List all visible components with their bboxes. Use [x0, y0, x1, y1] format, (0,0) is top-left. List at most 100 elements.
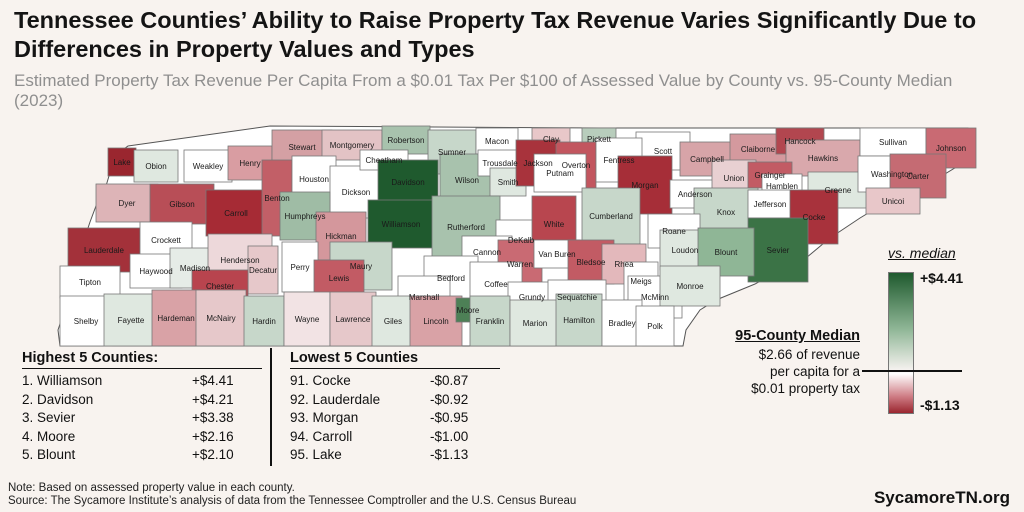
county-label: Sequatchie [557, 293, 598, 302]
county-label: Macon [485, 137, 509, 146]
county-label: Williamson [382, 220, 421, 229]
county-label: Roane [662, 227, 686, 236]
county-label: Scott [654, 147, 673, 156]
county-label: Shelby [74, 317, 98, 326]
county-label: Pickett [587, 135, 612, 144]
county-label: Crockett [151, 236, 182, 245]
county-label: Warren [507, 260, 533, 269]
county-unicoi [865, 187, 921, 215]
county-fayette [103, 293, 159, 347]
highest-counties-list: Highest 5 Counties: 1. Williamson +$4.41 … [22, 350, 262, 465]
county-label: Lewis [329, 274, 349, 283]
county-hardin [243, 295, 285, 347]
page-subtitle: Estimated Property Tax Revenue Per Capit… [14, 71, 953, 110]
county-cumberland [581, 187, 641, 245]
county-label: Smith [498, 178, 518, 187]
county-marion [509, 299, 561, 347]
county-davidson [377, 159, 439, 205]
county-label: Putnam [546, 169, 574, 178]
list-item: 91. Cocke -$0.87 [290, 373, 469, 388]
county-label: Hawkins [808, 154, 838, 163]
county-label: Lincoln [423, 317, 448, 326]
county-label: Hardeman [157, 314, 194, 323]
list-item: 95. Lake -$1.13 [290, 447, 469, 462]
median-line: $0.01 property tax [751, 381, 860, 396]
county-label: Hardin [252, 317, 276, 326]
county-label: Grundy [519, 293, 545, 302]
county-label: Unicoi [882, 197, 904, 206]
county-label: Henry [239, 159, 260, 168]
county-carroll [205, 189, 267, 237]
county-williamson [367, 199, 435, 249]
county-label: Washington [871, 170, 913, 179]
county-label: Fayette [118, 316, 145, 325]
list-item: 4. Moore +$2.16 [22, 428, 234, 444]
county-label: Grainger [754, 171, 785, 180]
median-title: 95-County Median [735, 328, 860, 344]
county-lake [107, 147, 137, 177]
county-label: Cumberland [589, 212, 633, 221]
county-label: Polk [647, 322, 664, 331]
county-label: Gibson [169, 200, 194, 209]
county-label: Morgan [631, 181, 658, 190]
footnote-note: Note: Based on assessed property value i… [8, 482, 295, 494]
list-item: 92. Lauderdale -$0.92 [290, 391, 469, 407]
county-polk [635, 305, 675, 347]
county-label: Carroll [224, 209, 248, 218]
list-item: 94. Carroll -$1.00 [290, 428, 469, 444]
county-label: Dyer [119, 199, 136, 208]
county-label: Clay [543, 135, 559, 144]
county-label: Humphreys [285, 212, 326, 221]
county-label: Haywood [139, 267, 172, 276]
county-label: Wayne [295, 315, 320, 324]
county-label: Claiborne [741, 145, 776, 154]
county-label: Meigs [630, 277, 651, 286]
legend-min-label: -$1.13 [920, 397, 960, 413]
county-label: Cheatham [366, 156, 403, 165]
list-divider [270, 348, 272, 466]
county-label: Blount [715, 248, 738, 257]
legend-color-scale [888, 272, 914, 414]
county-hawkins [785, 139, 861, 177]
county-label: DeKalb [508, 236, 535, 245]
legend-median-line [862, 370, 962, 372]
county-jefferson [747, 189, 793, 219]
county-label: Sevier [767, 246, 790, 255]
county-hardeman [151, 289, 201, 347]
footnote-source: Source: The Sycamore Institute’s analysi… [8, 495, 577, 507]
county-label: Sumner [438, 148, 466, 157]
list-item: 2. Davidson +$4.21 [22, 391, 234, 407]
county-lauderdale [67, 227, 141, 273]
county-label: Cannon [473, 248, 501, 257]
county-label: Trousdale [482, 159, 518, 168]
county-decatur [247, 245, 279, 295]
county-mcnairy [195, 289, 247, 347]
county-lewis [313, 259, 365, 297]
county-weakley [183, 149, 233, 183]
county-label: Maury [350, 262, 372, 271]
county-label: Davidson [391, 178, 424, 187]
county-sullivan [859, 127, 927, 157]
county-label: Bledsoe [577, 258, 606, 267]
county-label: Dickson [342, 188, 370, 197]
list-item: 1. Williamson +$4.41 [22, 373, 234, 388]
county-label: Carter [907, 172, 930, 181]
county-label: Sullivan [879, 138, 907, 147]
county-label: Hancock [784, 137, 816, 146]
county-dyer [95, 183, 159, 223]
list-item: 5. Blount +$2.10 [22, 447, 234, 462]
county-label: Giles [384, 317, 402, 326]
highest-heading: Highest 5 Counties: [22, 350, 262, 369]
county-label: Hamilton [563, 316, 595, 325]
county-label: Lauderdale [84, 246, 125, 255]
county-label: McNairy [206, 314, 235, 323]
list-item: 93. Morgan -$0.95 [290, 410, 469, 425]
county-shelby [59, 295, 113, 347]
county-lincoln [409, 295, 463, 347]
county-obion [133, 149, 179, 183]
county-label: Campbell [690, 155, 724, 164]
county-label: Montgomery [330, 141, 374, 150]
county-label: Benton [264, 194, 289, 203]
median-line: per capita for a [769, 364, 860, 379]
county-bradley [601, 299, 643, 347]
